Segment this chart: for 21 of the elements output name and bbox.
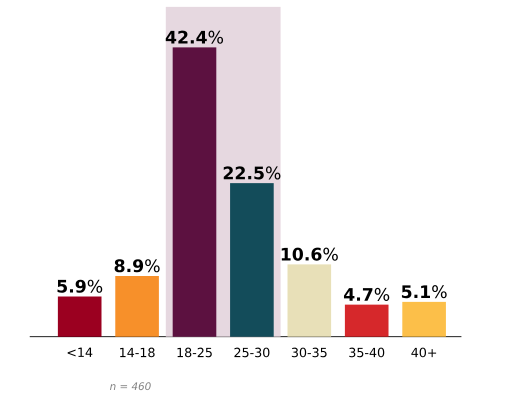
bar bbox=[402, 302, 446, 337]
bar bbox=[115, 276, 159, 337]
x-tick-label: <14 bbox=[68, 348, 92, 357]
data-label: 5.9% bbox=[58, 280, 102, 293]
data-label: 42.4% bbox=[166, 30, 224, 44]
bar bbox=[230, 183, 274, 337]
bar bbox=[58, 296, 102, 337]
data-label: 8.9% bbox=[114, 259, 160, 272]
x-tick-label: 18-25 bbox=[177, 348, 212, 358]
x-tick-label: 14-18 bbox=[120, 348, 155, 358]
data-label: 5.1% bbox=[402, 285, 447, 298]
x-tick-label: 35-40 bbox=[349, 348, 384, 358]
data-label: 22.5% bbox=[224, 166, 280, 180]
data-label: 4.7% bbox=[344, 288, 390, 301]
bar bbox=[344, 304, 389, 337]
x-tick-label: 40+ bbox=[411, 348, 436, 358]
bar bbox=[287, 264, 332, 337]
x-tick-label: 25-30 bbox=[234, 348, 270, 358]
text: n = 460 bbox=[110, 382, 151, 390]
data-label: 10.6% bbox=[282, 247, 338, 261]
x-tick-label: 30-35 bbox=[292, 348, 327, 358]
